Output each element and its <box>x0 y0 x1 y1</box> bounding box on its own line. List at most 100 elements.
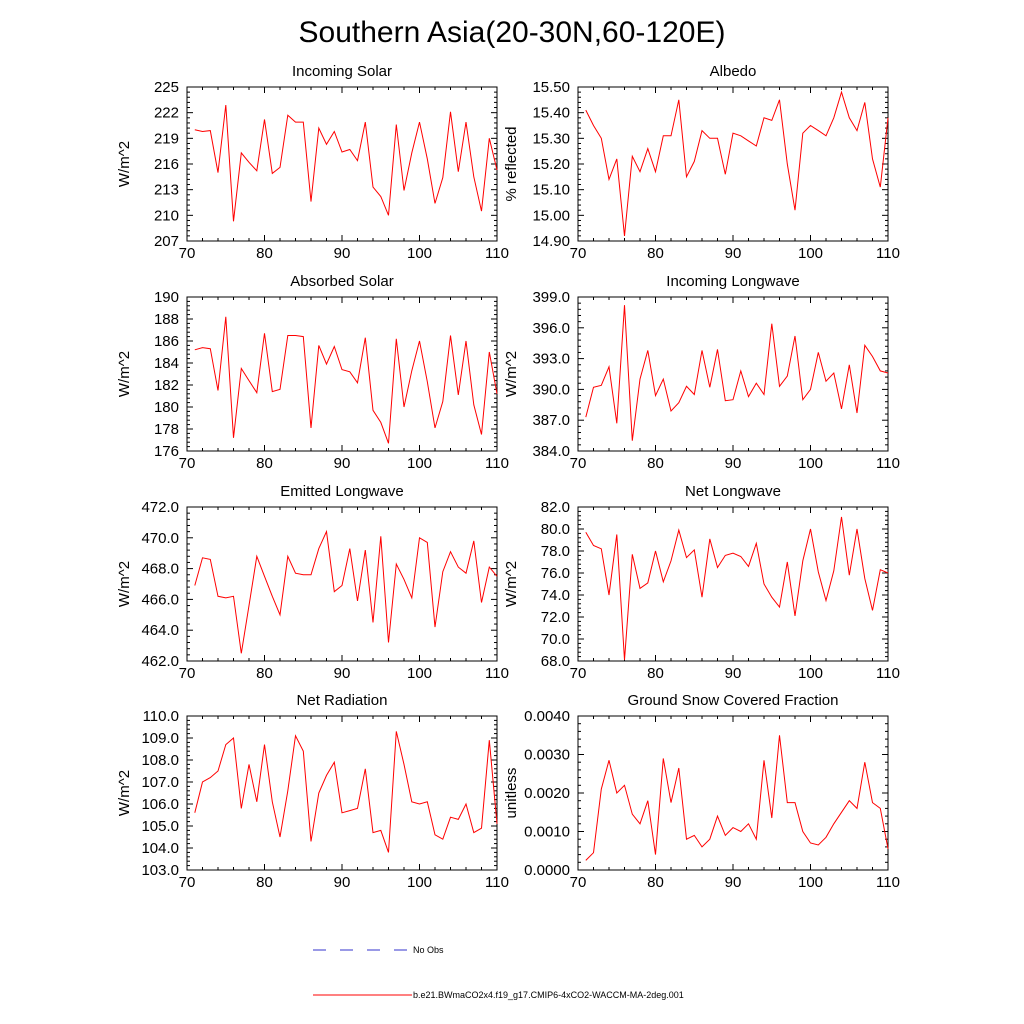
data-point <box>380 830 382 832</box>
data-point <box>794 615 796 617</box>
x-tick-label: 80 <box>256 455 273 472</box>
data-point <box>585 860 587 862</box>
data-point <box>248 605 250 607</box>
data-point <box>240 808 242 810</box>
data-point <box>771 120 773 122</box>
panel-title: Incoming Longwave <box>666 273 799 290</box>
data-point <box>686 386 688 388</box>
data-point <box>209 348 211 350</box>
y-tick-label: 180 <box>154 399 179 416</box>
data-point <box>670 560 672 562</box>
y-tick-label: 184 <box>154 355 179 372</box>
y-axis-label: unitless <box>503 768 520 819</box>
data-point <box>256 170 258 172</box>
data-point <box>318 345 320 347</box>
data-point <box>295 572 297 574</box>
data-point <box>318 548 320 550</box>
data-point <box>279 389 281 391</box>
data-point <box>802 132 804 134</box>
x-tick-label: 80 <box>256 874 273 891</box>
data-point <box>794 209 796 211</box>
x-tick-label: 90 <box>725 455 742 472</box>
data-point <box>825 380 827 382</box>
data-point <box>639 823 641 825</box>
data-point <box>616 158 618 160</box>
data-point <box>403 579 405 581</box>
x-tick-label: 80 <box>647 455 664 472</box>
data-point <box>833 823 835 825</box>
data-point <box>794 335 796 337</box>
data-point <box>465 340 467 342</box>
data-point <box>341 812 343 814</box>
data-point <box>326 775 328 777</box>
data-point <box>248 161 250 163</box>
panel-incoming-solar: 70 80 90 100 110 207 210 213 216 219 222 225 Incomin… <box>116 63 509 262</box>
data-point <box>848 117 850 119</box>
data-point <box>271 391 273 393</box>
data-point <box>763 394 765 396</box>
y-tick-label: 109.0 <box>141 730 179 747</box>
x-tick-label: 70 <box>570 455 587 472</box>
data-point <box>426 381 428 383</box>
data-point <box>755 838 757 840</box>
data-point <box>670 135 672 137</box>
series-line <box>194 529 498 654</box>
data-point <box>616 422 618 424</box>
y-tick-label: 68.0 <box>541 653 570 670</box>
y-tick-label: 207 <box>154 233 179 250</box>
y-tick-label: 399.0 <box>532 289 570 306</box>
legend-obs-label: No Obs <box>413 945 444 955</box>
y-tick-label: 15.10 <box>532 182 570 199</box>
panel-incoming-longwave: 70 80 90 100 110 384.0 387.0 390.0 393.0 396.0 399… <box>503 273 900 472</box>
x-tick-label: 90 <box>725 874 742 891</box>
data-point <box>388 852 390 854</box>
data-point <box>763 117 765 119</box>
x-tick-label: 80 <box>647 245 664 262</box>
data-point <box>473 832 475 834</box>
data-point <box>473 404 475 406</box>
data-point <box>496 576 498 578</box>
data-point <box>724 555 726 557</box>
panel-net-radiation: 70 80 90 100 110 103.0 104.0 105.0 106.0 107.0 108… <box>116 692 509 891</box>
x-tick-label: 110 <box>876 874 900 891</box>
data-point <box>411 597 413 599</box>
data-point <box>240 653 242 655</box>
data-point <box>194 585 196 587</box>
y-tick-label: 216 <box>154 156 179 173</box>
data-point <box>748 823 750 825</box>
data-point <box>755 145 757 147</box>
data-point <box>639 171 641 173</box>
y-tick-label: 213 <box>154 182 179 199</box>
y-tick-label: 466.0 <box>141 591 179 608</box>
data-point <box>349 810 351 812</box>
data-point <box>326 363 328 365</box>
y-tick-label: 70.0 <box>541 631 570 648</box>
data-point <box>225 597 227 599</box>
series-line <box>585 90 889 236</box>
data-point <box>879 808 881 810</box>
data-point <box>639 378 641 380</box>
data-point <box>825 135 827 137</box>
data-point <box>655 171 657 173</box>
data-point <box>593 545 595 547</box>
panel-title: Net Longwave <box>685 483 781 500</box>
data-point <box>763 583 765 585</box>
data-point <box>608 179 610 181</box>
data-point <box>488 351 490 353</box>
x-tick-label: 70 <box>179 245 196 262</box>
data-point <box>841 91 843 93</box>
data-point <box>755 382 757 384</box>
data-point <box>357 600 359 602</box>
data-point <box>779 606 781 608</box>
x-tick-label: 90 <box>725 665 742 682</box>
x-tick-label: 70 <box>570 665 587 682</box>
data-point <box>395 563 397 565</box>
data-point <box>732 552 734 554</box>
data-point <box>434 427 436 429</box>
series-line <box>585 735 889 861</box>
data-point <box>647 800 649 802</box>
panel-title: Ground Snow Covered Fraction <box>628 692 839 709</box>
y-tick-label: 0.0020 <box>524 785 570 802</box>
y-tick-label: 14.90 <box>532 233 570 250</box>
data-point <box>655 854 657 856</box>
